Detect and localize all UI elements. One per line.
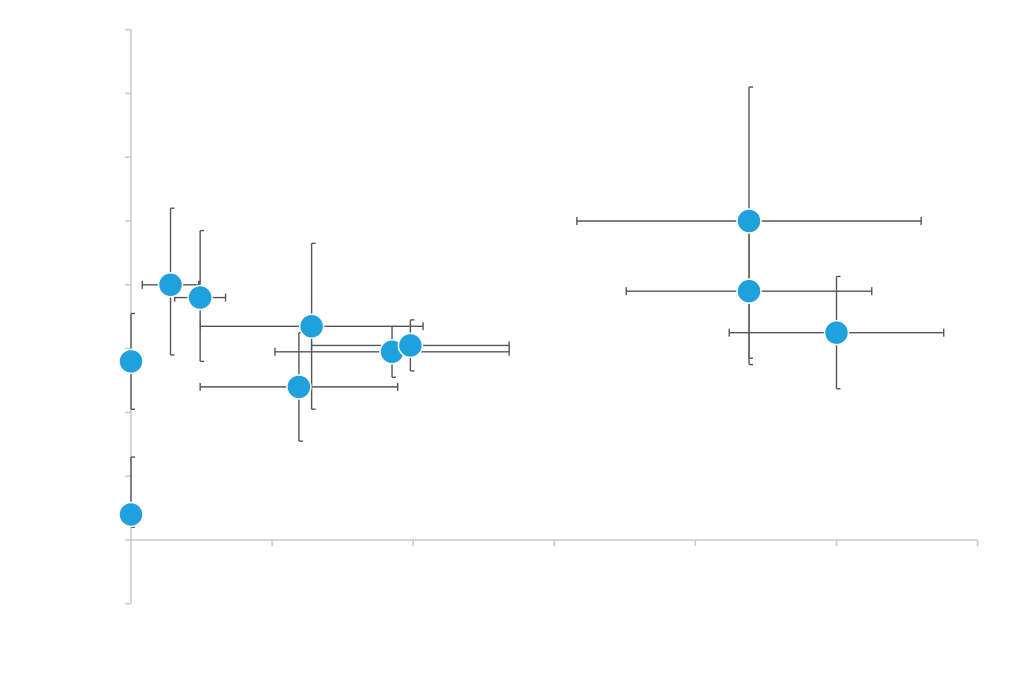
error-bars [130, 86, 945, 528]
data-point [118, 501, 144, 528]
data-point [736, 278, 762, 304]
data-point [286, 374, 312, 400]
data-point [157, 272, 184, 298]
data-point [823, 319, 850, 346]
data-point [187, 284, 213, 311]
axes [125, 28, 979, 605]
data-point [736, 208, 762, 234]
data-points [118, 208, 850, 528]
data-point [397, 332, 424, 359]
data-point [298, 313, 325, 340]
data-point [118, 348, 144, 375]
